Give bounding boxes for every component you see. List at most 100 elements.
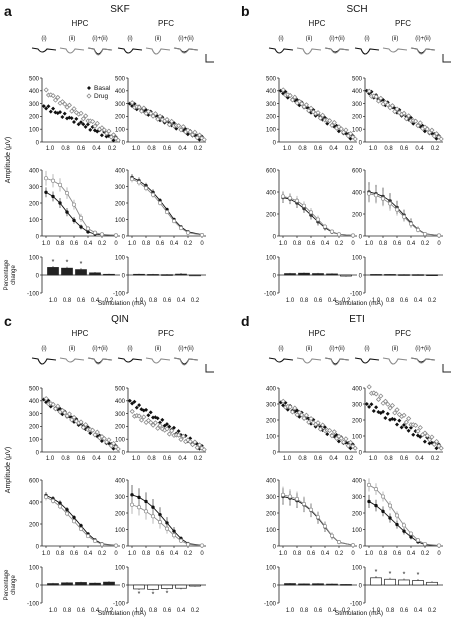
drug-point bbox=[110, 132, 117, 138]
y-tick-label: 100 bbox=[29, 218, 40, 224]
y-tick-label: 100 bbox=[115, 528, 126, 534]
x-tick-label: 0.8 bbox=[384, 456, 393, 462]
drug-point bbox=[55, 94, 61, 100]
drug-point bbox=[352, 136, 358, 142]
y-tick-label: 0 bbox=[122, 234, 126, 240]
x-tick-label: 0.8 bbox=[63, 608, 72, 614]
trace-label: (i)+(ii) bbox=[329, 346, 345, 352]
bar bbox=[103, 273, 115, 276]
x-tick-label: 0.6 bbox=[70, 241, 79, 247]
ylabel-percent: Percentage bbox=[4, 259, 10, 290]
y-tick-label: 0 bbox=[36, 450, 40, 456]
drug-point bbox=[280, 398, 286, 404]
drug-point bbox=[129, 408, 135, 414]
y-tick-label: 100 bbox=[115, 218, 126, 224]
basal-point bbox=[176, 429, 181, 434]
basal-point bbox=[397, 418, 402, 423]
drug-point bbox=[171, 533, 177, 538]
legend-drug-marker bbox=[86, 93, 92, 99]
drug-point bbox=[401, 412, 407, 418]
y-tick-label: 0 bbox=[122, 450, 126, 456]
drug-point bbox=[301, 203, 307, 208]
y-tick-label: -100 bbox=[350, 601, 363, 607]
drug-point bbox=[92, 432, 98, 438]
drug-point bbox=[201, 137, 207, 143]
drug-point bbox=[157, 113, 163, 119]
bar bbox=[398, 274, 410, 276]
drug-point bbox=[92, 123, 98, 129]
x-tick-label: 0.4 bbox=[177, 608, 186, 614]
basal-point bbox=[79, 523, 83, 528]
x-tick-label: 0.4 bbox=[91, 608, 100, 614]
drug-point bbox=[150, 422, 156, 428]
ylabel-percent: change bbox=[11, 574, 17, 594]
trace-label: (i)+(ii) bbox=[329, 36, 345, 42]
x-tick-label: 1.0 bbox=[286, 608, 295, 614]
x-tick-label: 0.4 bbox=[84, 551, 93, 557]
x-tick-label: 0.8 bbox=[61, 146, 70, 152]
x-tick-label: 0.6 bbox=[77, 456, 86, 462]
region-label: HPC bbox=[72, 19, 89, 28]
drug-point bbox=[396, 110, 402, 116]
drug-line bbox=[282, 195, 354, 236]
drug-point bbox=[192, 129, 198, 135]
panel-letter: b bbox=[241, 3, 250, 19]
trace-waveform bbox=[59, 47, 85, 54]
basal-point bbox=[88, 127, 93, 132]
d-hpc-scatter-chart: 0 100 200 300 400 1.0 0.8 0.6 0.4 0.2 bbox=[266, 386, 358, 462]
basal-point bbox=[58, 501, 62, 505]
drug-point bbox=[136, 413, 142, 419]
panel-a: a SKF HPC PFC Amplitude (μV) Percentage change… bbox=[4, 3, 174, 307]
d-pfc-line-chart: 0 100 200 300 400 1.0 0.8 0.6 0.4 0.2 0 bbox=[352, 478, 443, 557]
x-tick-label: 1.0 bbox=[49, 298, 58, 304]
basal-point bbox=[408, 425, 413, 430]
drug-point bbox=[320, 112, 326, 118]
drug-point bbox=[301, 415, 307, 421]
basal-point bbox=[369, 402, 374, 407]
significance-star: * bbox=[52, 259, 55, 266]
drug-point bbox=[171, 219, 177, 224]
drug-point bbox=[329, 433, 335, 439]
x-tick-label: 0.4 bbox=[414, 298, 423, 304]
trace-label: (ii) bbox=[306, 346, 313, 352]
x-tick-label: 0.2 bbox=[345, 146, 354, 152]
basal-point bbox=[130, 493, 134, 497]
y-tick-label: 300 bbox=[29, 412, 40, 418]
drug-point bbox=[389, 402, 395, 409]
trace-group: (i) (ii) (i)+(ii) bbox=[31, 346, 113, 365]
y-tick-label: 400 bbox=[115, 89, 126, 95]
drug-point bbox=[115, 446, 121, 452]
x-tick-label: 0.2 bbox=[345, 456, 354, 462]
x-tick-label: 1.0 bbox=[286, 298, 295, 304]
x-tick-label: 0.8 bbox=[300, 608, 309, 614]
y-tick-label: 100 bbox=[266, 528, 277, 534]
drug-point bbox=[64, 511, 70, 516]
drug-point bbox=[394, 207, 400, 212]
drug-point bbox=[371, 390, 377, 396]
drug-point bbox=[294, 198, 300, 203]
drug-point bbox=[424, 126, 430, 132]
drug-point bbox=[106, 437, 112, 443]
y-tick-label: 400 bbox=[29, 168, 40, 174]
x-tick-label: 0.4 bbox=[321, 551, 330, 557]
x-tick-label: 0.2 bbox=[421, 241, 430, 247]
y-tick-label: 200 bbox=[352, 115, 363, 121]
drug-line bbox=[45, 177, 117, 236]
x-tick-label: 0.4 bbox=[328, 608, 337, 614]
x-tick-label: 1.0 bbox=[49, 608, 58, 614]
trace-group: (i) (ii) (i)+(ii) bbox=[268, 346, 350, 366]
drug-point bbox=[306, 108, 312, 114]
drug-point bbox=[366, 191, 372, 196]
x-tick-label: 0.8 bbox=[56, 551, 65, 557]
y-tick-label: 300 bbox=[115, 412, 126, 418]
y-tick-label: 300 bbox=[352, 102, 363, 108]
drug-point bbox=[43, 87, 49, 93]
drug-point bbox=[350, 233, 356, 238]
drug-point bbox=[136, 104, 142, 110]
x-tick-label: 0.2 bbox=[194, 146, 203, 152]
bar bbox=[161, 584, 173, 589]
drug-point bbox=[57, 504, 63, 509]
drug-point bbox=[294, 412, 300, 418]
y-tick-label: 400 bbox=[29, 500, 40, 506]
drug-point bbox=[71, 519, 77, 524]
